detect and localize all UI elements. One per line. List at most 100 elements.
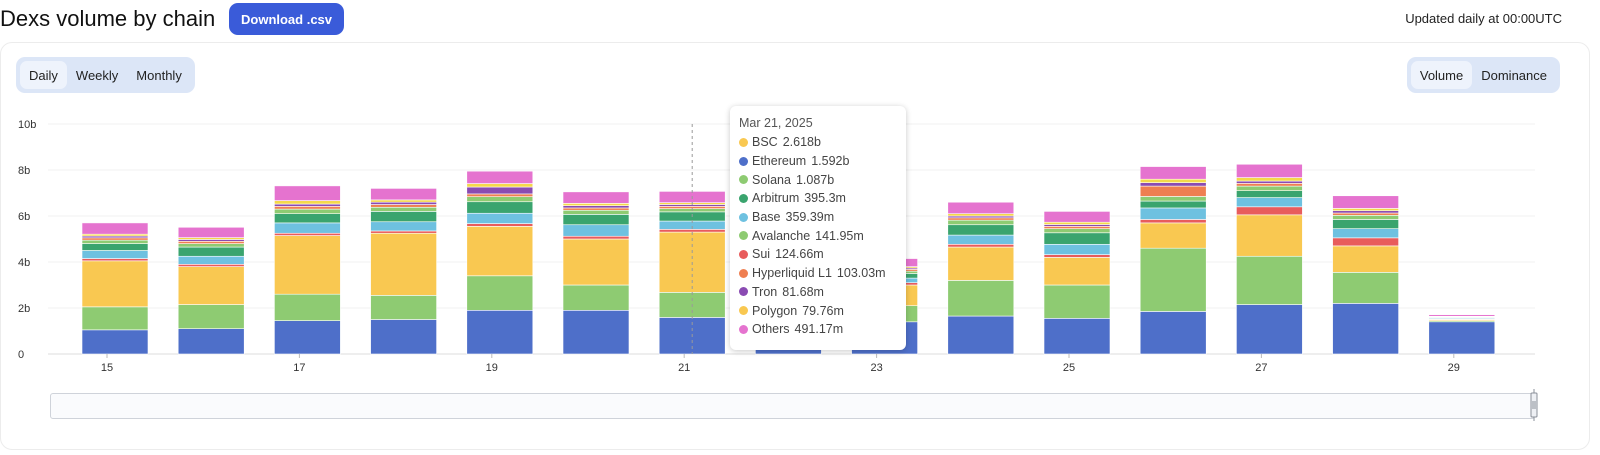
bar-segment [1332,237,1399,247]
bar-segment [466,201,534,214]
bar-segment [370,211,437,223]
bar-segment [466,275,534,311]
bar-segment [1236,180,1303,184]
tab-volume[interactable]: Volume [1410,61,1473,89]
tooltip-series-name: Avalanche [752,228,811,243]
bar-segment [177,266,245,305]
bar-segment [1428,321,1496,355]
x-tick-label: 19 [486,362,498,374]
x-tick-label: 27 [1255,362,1267,374]
tab-monthly[interactable]: Monthly [127,61,191,89]
brush-handle-icon[interactable] [1529,389,1539,421]
bar-segment [1043,211,1111,223]
bar-segment [370,230,437,234]
period-toggle: Daily Weekly Monthly [16,57,195,93]
bar-segment [947,219,1015,226]
tab-dominance[interactable]: Dominance [1472,61,1556,89]
download-csv-button[interactable]: Download .csv [229,3,345,35]
bar-segment [81,260,149,308]
bar-segment [177,328,245,355]
bar-segment [1139,182,1207,187]
bar-segment [947,213,1015,217]
bar-segment [1332,245,1399,273]
bar-segment [562,207,630,211]
bar-segment [370,204,437,208]
bar-segment [177,255,245,265]
tooltip-series-name: Ethereum [752,154,807,169]
bar-segment [81,243,149,251]
bar-segment [947,234,1015,245]
bar-segment [562,203,630,206]
bar-segment [274,203,341,207]
bar-segment [466,223,534,227]
legend-dot-icon [739,249,748,259]
tooltip-series-name: BSC [752,135,778,150]
bar-segment [1236,214,1303,257]
bar-segment [562,205,630,209]
tooltip-series-value: 79.76m [802,303,844,318]
bar-segment [370,319,437,355]
bar-segment [1236,304,1303,355]
chart-card [0,42,1590,450]
bar-segment [466,183,534,188]
tooltip-series-name: Others [752,322,790,337]
bar-segment [466,186,534,195]
bar-segment [274,222,341,234]
bar-segment [1043,232,1111,245]
tooltip-series-value: 124.66m [775,247,824,262]
tooltip-row: Others 491.17m [739,320,906,339]
bar-segment [1043,284,1111,319]
bar-segment [562,284,630,311]
bar-segment [370,295,437,320]
bar-segment [1139,178,1207,183]
bar-segment [1139,196,1207,202]
y-tick-label: 6b [18,211,30,223]
bar-segment [370,206,437,212]
tab-daily[interactable]: Daily [20,61,67,89]
legend-dot-icon [739,268,748,278]
tooltip-series-value: 1.592b [811,154,850,169]
legend-dot-icon [739,137,748,147]
y-tick-label: 10b [18,119,36,131]
tooltip-series-name: Hyperliquid L1 [752,266,832,281]
tooltip-row: Tron 81.68m [739,283,906,302]
x-tick-label: 23 [870,362,882,374]
bar-segment [81,329,149,355]
tooltip-row: Hyperliquid L1 103.03m [739,264,906,283]
mode-toggle: Volume Dominance [1406,57,1560,93]
legend-dot-icon [739,156,748,166]
bar-segment [177,263,245,267]
bar-segment [466,309,534,355]
legend-dot-icon [739,287,748,297]
bar-segment [81,237,149,241]
bar-segment [1139,219,1207,224]
range-brush[interactable] [50,393,1535,419]
bar-segment [1332,208,1399,212]
bar-segment [274,206,341,210]
tooltip-series-name: Solana [752,172,791,187]
y-tick-label: 8b [18,165,30,177]
bar-segment [1043,228,1111,234]
bar-segment [177,241,245,244]
bar-segment [947,224,1015,236]
bar-segment [370,201,437,205]
bar-segment [274,213,341,224]
legend-dot-icon [739,212,748,222]
bar-segment [947,246,1015,281]
tooltip-series-name: Tron [752,284,778,299]
y-tick-label: 0 [18,349,24,361]
bar-segment [1236,190,1303,198]
bar-segment [466,196,534,203]
bar-segment [81,222,149,235]
bar-segment [274,293,341,321]
bar-segment [466,170,534,184]
bar-segment [1139,222,1207,249]
tooltip-series-name: Polygon [752,303,798,318]
bar-segment [274,185,341,201]
tooltip-row: Arbitrum 395.3m [739,189,906,208]
tab-weekly[interactable]: Weekly [67,61,127,89]
bar-segment [1043,221,1111,225]
bar-segment [562,309,630,355]
bar-segment [562,238,630,286]
